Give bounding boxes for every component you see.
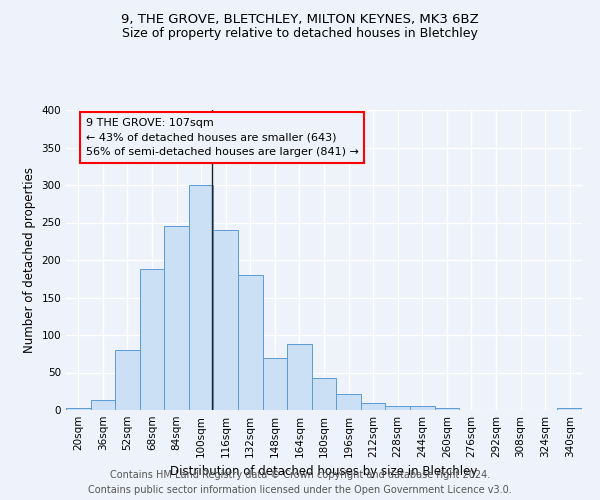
Bar (91, 400, 115, 410)
Bar (361, 402, 385, 410)
Text: Size of property relative to detached houses in Bletchley: Size of property relative to detached ho… (122, 28, 478, 40)
Text: 9 THE GROVE: 107sqm
← 43% of detached houses are smaller (643)
56% of semi-detac: 9 THE GROVE: 107sqm ← 43% of detached ho… (86, 118, 359, 157)
Bar (385, 406, 410, 410)
Bar (434, 408, 459, 410)
Bar (140, 269, 164, 410)
Bar (263, 358, 287, 410)
Bar (410, 406, 434, 410)
Bar (66, 408, 91, 410)
Bar (115, 350, 140, 410)
Text: Contains HM Land Registry data © Crown copyright and database right 2024.
Contai: Contains HM Land Registry data © Crown c… (88, 470, 512, 495)
Bar (238, 275, 263, 410)
Bar (287, 344, 312, 410)
X-axis label: Distribution of detached houses by size in Bletchley: Distribution of detached houses by size … (170, 466, 478, 478)
Bar (164, 226, 189, 410)
Y-axis label: Number of detached properties: Number of detached properties (23, 167, 36, 353)
Bar (214, 230, 238, 410)
Bar (557, 408, 582, 410)
Bar (336, 394, 361, 410)
Bar (312, 378, 336, 410)
Bar (189, 185, 214, 410)
Text: 9, THE GROVE, BLETCHLEY, MILTON KEYNES, MK3 6BZ: 9, THE GROVE, BLETCHLEY, MILTON KEYNES, … (121, 12, 479, 26)
